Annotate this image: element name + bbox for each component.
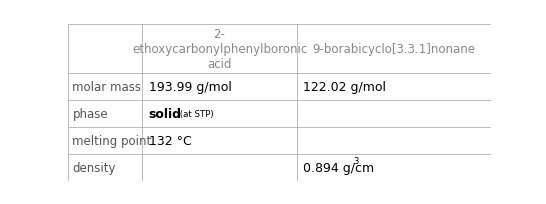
Text: 0.894 g/cm: 0.894 g/cm: [303, 162, 374, 175]
Text: phase: phase: [73, 108, 108, 121]
Text: solid: solid: [149, 108, 182, 121]
Text: density: density: [73, 162, 116, 175]
Text: 3: 3: [353, 156, 358, 165]
Text: molar mass: molar mass: [73, 81, 141, 94]
Text: 2-
ethoxycarbonylphenylboronic
acid: 2- ethoxycarbonylphenylboronic acid: [132, 28, 307, 71]
Text: 132 °C: 132 °C: [149, 135, 192, 148]
Text: 9-borabicyclo[3.3.1]nonane: 9-borabicyclo[3.3.1]nonane: [312, 43, 476, 56]
Text: melting point: melting point: [73, 135, 152, 148]
Text: 193.99 g/mol: 193.99 g/mol: [149, 81, 232, 94]
Text: 122.02 g/mol: 122.02 g/mol: [303, 81, 386, 94]
Text: (at STP): (at STP): [177, 110, 214, 119]
